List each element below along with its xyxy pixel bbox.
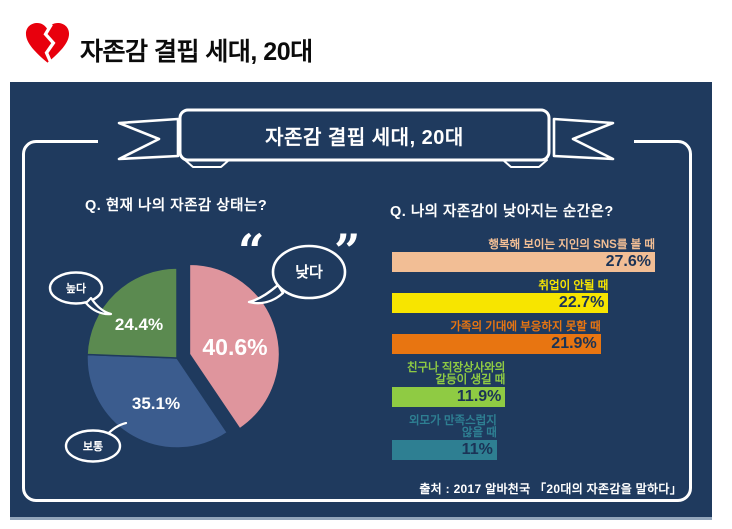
pie-value-mid: 35.1% bbox=[131, 394, 181, 413]
bar-fill: 27.6% bbox=[392, 252, 655, 272]
bar-fill: 11% bbox=[392, 440, 497, 460]
open-quote: “ bbox=[238, 224, 265, 278]
bubble-low-label: 낮다 bbox=[295, 264, 323, 281]
bar-value: 21.9% bbox=[551, 335, 597, 352]
speech-bubble-high: 높다 bbox=[48, 271, 113, 316]
ribbon-shape bbox=[117, 108, 615, 168]
banner-title: 자존감 결핍 세대, 20대 bbox=[265, 126, 464, 149]
bar-question: Q. 나의 자존감이 낮아지는 순간은? bbox=[390, 204, 614, 220]
bar-value: 11.9% bbox=[456, 388, 502, 405]
pie-value-high: 24.4% bbox=[114, 315, 164, 334]
pie-chart bbox=[86, 263, 281, 449]
bar-fill: 21.9% bbox=[392, 334, 601, 354]
bar-value: 11% bbox=[461, 441, 493, 458]
pie-question: Q. 현재 나의 자존감 상태는? bbox=[85, 198, 268, 214]
bar-row-4: 친구나 직장상사와의 갈등이 생길 때 11.9% bbox=[392, 362, 506, 407]
bar-value: 22.7% bbox=[558, 294, 605, 311]
bar-row-2: 취업이 안될 때 22.7% bbox=[392, 280, 609, 313]
page-title: 자존감 결핍 세대, 20대 bbox=[80, 38, 313, 66]
bar-chart: 행복해 보이는 지인의 SNS를 볼 때 27.6% 취업이 안될 때 22.7% 가족… bbox=[392, 237, 662, 460]
bar-row-3: 가족의 기대에 부응하지 못할 때 21.9% bbox=[392, 321, 601, 354]
ribbon-banner: 자존감 결핍 세대, 20대 bbox=[98, 103, 634, 169]
bar-category-label: 외모가 만족스럽지 않을 때 bbox=[408, 415, 497, 439]
bar-row-5: 외모가 만족스럽지 않을 때 11% bbox=[392, 415, 497, 460]
broken-heart-icon bbox=[25, 22, 70, 63]
infographic-panel: 자존감 결핍 세대, 20대 Q. 현재 나의 자존감 상태는? “ ” 40.… bbox=[10, 82, 712, 520]
bubble-mid-label: 보통 bbox=[83, 440, 103, 453]
bar-category-label: 친구나 직장상사와의 갈등이 생길 때 bbox=[406, 362, 506, 386]
bubble-high-label: 높다 bbox=[66, 281, 87, 295]
bar-fill: 22.7% bbox=[392, 293, 609, 313]
pie-slice-3 bbox=[86, 267, 178, 359]
speech-bubble-low: 낮다 bbox=[247, 244, 347, 305]
bar-category-label: 취업이 안될 때 bbox=[538, 280, 609, 292]
bar-value: 27.6% bbox=[605, 253, 651, 270]
pie-value-low: 40.6% bbox=[202, 334, 268, 360]
bar-category-label: 행복해 보이는 지인의 SNS를 볼 때 bbox=[488, 239, 655, 251]
ribbon-right-tail bbox=[552, 117, 615, 161]
speech-bubble-mid: 보통 bbox=[64, 422, 128, 463]
ribbon-left-tail bbox=[117, 117, 180, 161]
pie-slice-1 bbox=[188, 263, 281, 430]
bar-row-1: 행복해 보이는 지인의 SNS를 볼 때 27.6% bbox=[392, 239, 655, 272]
source-caption: 출처 : 2017 알바천국 「20대의 자존감을 말하다」 bbox=[419, 482, 682, 496]
bar-fill: 11.9% bbox=[392, 387, 506, 407]
bar-category-label: 가족의 기대에 부응하지 못할 때 bbox=[450, 321, 601, 333]
ribbon-plate bbox=[178, 108, 551, 162]
page-header: 자존감 결핍 세대, 20대 bbox=[0, 0, 732, 82]
